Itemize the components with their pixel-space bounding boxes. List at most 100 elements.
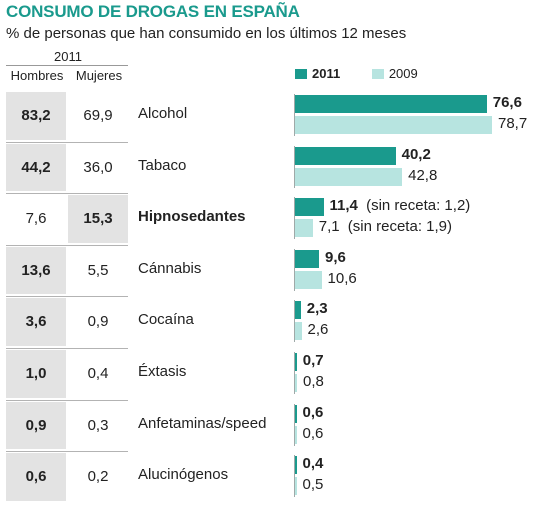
value-label-2011: 40,2 bbox=[402, 146, 431, 163]
table-row-separator bbox=[6, 348, 128, 349]
value-2011: 0,4 bbox=[302, 455, 324, 473]
table-row-separator bbox=[6, 244, 128, 246]
chart-title: CONSUMO DE DROGAS EN ESPAÑA bbox=[6, 2, 300, 21]
bar-2009 bbox=[295, 477, 297, 496]
table-row-separator bbox=[6, 193, 128, 195]
legend-swatch-2011 bbox=[295, 69, 307, 79]
women-value-cell: 5,5 bbox=[87, 261, 109, 279]
row-axis-line bbox=[294, 197, 295, 240]
bar-2011 bbox=[295, 198, 324, 217]
table-row-separator bbox=[6, 451, 128, 453]
category-label: Tabaco bbox=[138, 156, 187, 174]
value-2009: 10,6 bbox=[327, 269, 357, 287]
bar-2011 bbox=[295, 95, 487, 113]
value-2009: 0,5 bbox=[302, 476, 324, 494]
value-label-2011: 0,4 bbox=[303, 455, 324, 472]
category-label: Éxtasis bbox=[138, 363, 187, 380]
row-axis-line bbox=[294, 145, 295, 188]
value-label-2009: 78,7 bbox=[498, 115, 527, 132]
value-label-2009: 10,6 bbox=[328, 270, 357, 287]
value-2009: 42,8 bbox=[408, 166, 438, 184]
value-label-2011: 0,7 bbox=[303, 352, 324, 369]
category-label: Alucinógenos bbox=[138, 466, 229, 484]
bar-2009 bbox=[295, 425, 297, 444]
annotation-2009: (sin receta: 1,9) bbox=[343, 218, 453, 236]
value-2011: 40,2 bbox=[401, 145, 431, 163]
table-row-separator bbox=[6, 296, 128, 298]
value-2011: 0,6 bbox=[302, 403, 324, 421]
legend-swatch-2009 bbox=[371, 69, 384, 79]
row-axis-line bbox=[294, 352, 295, 394]
legend-label-2011: 2011 bbox=[312, 66, 341, 81]
bar-2011 bbox=[295, 353, 297, 371]
value-2011: 76,6 bbox=[492, 94, 522, 111]
women-value-cell: 0,4 bbox=[87, 365, 109, 382]
table-header-women: Mujeres bbox=[75, 68, 123, 83]
bar-2009 bbox=[295, 219, 313, 238]
women-value-cell: 0,3 bbox=[87, 416, 109, 434]
women-value-cell: 36,0 bbox=[83, 158, 113, 176]
value-2011: 11,4 bbox=[329, 197, 358, 215]
bar-2011 bbox=[295, 456, 297, 475]
table-header-rule bbox=[6, 65, 128, 66]
bar-2009 bbox=[295, 270, 322, 289]
annotation-2011: (sin receta: 1,2) bbox=[361, 197, 471, 215]
men-value-cell: 0,6 bbox=[6, 453, 66, 501]
value-label-2009: 7,1 (sin receta: 1,9) bbox=[319, 218, 452, 235]
women-value-cell: 15,3 bbox=[68, 195, 128, 243]
value-2011: 2,3 bbox=[306, 300, 328, 318]
value-label-2011: 0,6 bbox=[303, 404, 324, 421]
bar-2009 bbox=[295, 322, 302, 341]
chart-subtitle: % de personas que han consumido en los ú… bbox=[6, 25, 407, 42]
category-label: Alcohol bbox=[138, 105, 188, 122]
value-2011: 0,7 bbox=[302, 352, 324, 369]
value-2009: 7,1 bbox=[318, 218, 340, 236]
value-label-2009: 2,6 bbox=[308, 321, 329, 338]
value-label-2009: 0,8 bbox=[303, 373, 324, 390]
table-header-men: Hombres bbox=[10, 68, 64, 83]
bar-2009 bbox=[295, 374, 297, 392]
bar-2009 bbox=[295, 167, 403, 186]
bar-2011 bbox=[295, 301, 301, 320]
value-label-2009: 0,6 bbox=[303, 425, 324, 442]
women-value-cell: 69,9 bbox=[83, 107, 113, 124]
bar-2011 bbox=[295, 249, 320, 268]
row-axis-line bbox=[294, 94, 295, 136]
category-label: Cocaína bbox=[138, 311, 194, 329]
value-2009: 78,7 bbox=[498, 115, 528, 132]
value-2011: 9,6 bbox=[325, 248, 346, 266]
men-value-cell: 7,6 bbox=[25, 210, 47, 228]
value-label-2011: 11,4 (sin receta: 1,2) bbox=[330, 197, 471, 214]
value-2009: 2,6 bbox=[307, 321, 329, 339]
men-value-cell: 44,2 bbox=[6, 143, 66, 192]
table-row-separator bbox=[6, 399, 128, 401]
value-label-2011: 2,3 bbox=[307, 300, 328, 317]
row-axis-line bbox=[294, 455, 295, 498]
category-label: Cánnabis bbox=[138, 259, 202, 277]
value-label-2009: 0,5 bbox=[303, 476, 324, 493]
row-axis-line bbox=[294, 403, 295, 446]
bar-2011 bbox=[295, 146, 396, 165]
legend: 2011 2009 bbox=[295, 66, 418, 81]
women-value-cell: 0,2 bbox=[87, 468, 109, 486]
men-value-cell: 83,2 bbox=[6, 92, 66, 140]
category-label: Anfetaminas/speed bbox=[138, 414, 267, 432]
row-axis-line bbox=[294, 300, 295, 343]
value-label-2009: 42,8 bbox=[408, 167, 437, 184]
bar-2009 bbox=[295, 116, 492, 134]
table-year-header: 2011 bbox=[54, 49, 82, 64]
women-value-cell: 0,9 bbox=[87, 313, 109, 331]
legend-label-2009: 2009 bbox=[388, 66, 418, 81]
men-value-cell: 1,0 bbox=[6, 350, 66, 398]
row-axis-line bbox=[294, 248, 295, 291]
bar-2011 bbox=[295, 404, 297, 423]
category-label: Hipnosedantes bbox=[138, 208, 246, 226]
value-label-2011: 9,6 bbox=[325, 249, 346, 266]
table-row-separator bbox=[6, 141, 128, 143]
men-value-cell: 13,6 bbox=[6, 246, 66, 295]
men-value-cell: 0,9 bbox=[6, 401, 66, 450]
value-label-2011: 76,6 bbox=[493, 94, 522, 111]
value-2009: 0,8 bbox=[303, 373, 324, 390]
men-value-cell: 3,6 bbox=[6, 298, 66, 346]
